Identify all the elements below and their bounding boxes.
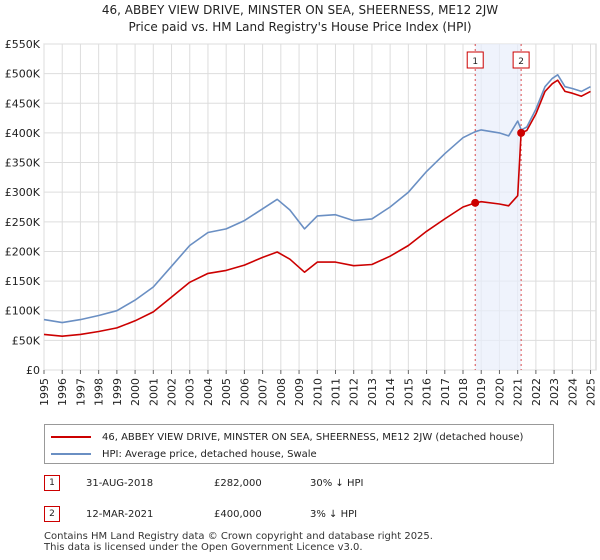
y-tick-label: £150K [5, 275, 41, 288]
footer-copyright: Contains HM Land Registry data © Crown c… [44, 531, 433, 542]
legend-label-hpi: HPI: Average price, detached house, Swal… [102, 448, 317, 460]
legend-swatch-red [51, 436, 91, 438]
transaction-marker-box [512, 51, 530, 69]
transaction-point [471, 198, 480, 207]
footer-license: This data is licensed under the Open Gov… [44, 542, 363, 553]
x-tick-label: 2016 [421, 378, 434, 406]
x-tick-label: 2001 [147, 378, 160, 406]
x-tick-label: 2021 [512, 378, 525, 406]
x-tick-label: 2005 [220, 378, 233, 406]
legend: 46, ABBEY VIEW DRIVE, MINSTER ON SEA, SH… [44, 424, 554, 464]
x-tick-label: 1998 [93, 378, 106, 406]
y-axis-ticks: £0 £50K £100K £150K £200K £250K £300K £350K £400… [5, 38, 41, 377]
x-tick-label: 2009 [293, 378, 306, 406]
x-axis-ticks: 1995 1996 1997 1998 1999 2000 2001 2002 2003 2004… [38, 370, 598, 406]
y-tick-label: £200K [5, 245, 41, 258]
x-tick-label: 1996 [56, 378, 69, 406]
legend-swatch-blue [51, 453, 91, 455]
y-tick-label: £550K [5, 38, 41, 51]
x-tick-label: 2017 [439, 378, 452, 406]
x-tick-label: 2024 [566, 378, 579, 406]
transaction-price: £282,000 [214, 478, 262, 489]
x-tick-label: 1997 [74, 378, 87, 406]
x-tick-label: 2023 [548, 378, 561, 406]
x-tick-label: 2019 [475, 378, 488, 406]
transaction-date: 31-AUG-2018 [86, 478, 154, 489]
x-tick-label: 2014 [384, 378, 397, 406]
x-tick-label: 2006 [238, 378, 251, 406]
x-tick-label: 2008 [275, 378, 288, 406]
x-tick-label: 2010 [311, 378, 324, 406]
y-tick-label: £350K [5, 157, 41, 170]
y-tick-label: £100K [5, 305, 41, 318]
x-tick-label: 2013 [366, 378, 379, 406]
y-tick-label: £450K [5, 97, 41, 110]
y-tick-label: £400K [5, 127, 41, 140]
transaction-row: 2 12-MAR-2021 £400,000 3% ↓ HPI [44, 506, 554, 526]
transaction-point [517, 128, 526, 137]
transaction-badge: 1 [44, 475, 60, 491]
x-tick-label: 2007 [257, 378, 270, 406]
shaded-range [475, 44, 522, 370]
chart-title: 46, ABBEY VIEW DRIVE, MINSTER ON SEA, SH… [101, 3, 499, 17]
x-tick-label: 2018 [457, 378, 470, 406]
x-tick-label: 2022 [530, 378, 543, 406]
transaction-row: 1 31-AUG-2018 £282,000 30% ↓ HPI [44, 475, 554, 495]
chart-subtitle: Price paid vs. HM Land Registry's House … [128, 20, 472, 34]
x-tick-label: 2025 [585, 378, 598, 406]
x-tick-label: 2020 [493, 378, 506, 406]
transaction-marker-label: 1 [472, 57, 478, 67]
x-tick-label: 1999 [111, 378, 124, 406]
y-tick-label: £500K [5, 68, 41, 81]
x-tick-label: 2011 [329, 378, 342, 406]
x-tick-label: 2000 [129, 378, 142, 406]
y-tick-label: £0 [26, 364, 40, 377]
x-tick-label: 1995 [38, 378, 51, 406]
y-tick-label: £250K [5, 216, 41, 229]
legend-item-hpi: HPI: Average price, detached house, Swal… [51, 446, 317, 462]
transaction-delta: 30% ↓ HPI [310, 478, 364, 489]
x-tick-label: 2015 [402, 378, 415, 406]
transaction-date: 12-MAR-2021 [86, 509, 154, 520]
x-tick-label: 2003 [184, 378, 197, 406]
y-tick-label: £300K [5, 186, 41, 199]
y-tick-label: £50K [12, 334, 41, 347]
series-lines [43, 74, 591, 338]
legend-label-property: 46, ABBEY VIEW DRIVE, MINSTER ON SEA, SH… [102, 431, 524, 443]
x-tick-label: 2002 [166, 378, 179, 406]
series-line-hpi [43, 74, 591, 324]
transaction-marker-label: 2 [518, 57, 524, 67]
x-tick-label: 2004 [202, 378, 215, 406]
shaded-range-band [475, 44, 522, 370]
x-tick-label: 2012 [348, 378, 361, 406]
transaction-price: £400,000 [214, 509, 262, 520]
transaction-badge: 2 [44, 506, 60, 522]
transaction-marker-box [466, 51, 484, 69]
legend-item-property: 46, ABBEY VIEW DRIVE, MINSTER ON SEA, SH… [51, 429, 523, 445]
series-line-property [43, 79, 591, 338]
transaction-delta: 3% ↓ HPI [310, 509, 358, 520]
